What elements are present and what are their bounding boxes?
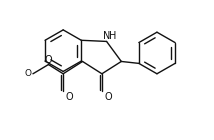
Text: O: O bbox=[24, 69, 31, 78]
Text: H: H bbox=[109, 31, 116, 41]
Text: O: O bbox=[104, 92, 112, 102]
Text: N: N bbox=[104, 31, 111, 41]
Text: O: O bbox=[45, 55, 52, 65]
Text: O: O bbox=[65, 92, 73, 102]
